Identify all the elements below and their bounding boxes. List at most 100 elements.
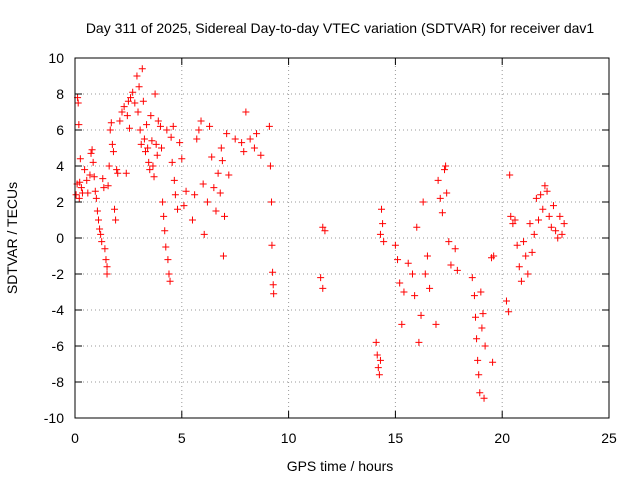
- data-point: [166, 277, 174, 285]
- data-point: [174, 205, 182, 213]
- data-point: [442, 162, 450, 170]
- data-point: [72, 191, 80, 199]
- data-point: [481, 342, 489, 350]
- x-tick-label: 25: [601, 430, 617, 446]
- data-point: [97, 230, 105, 238]
- data-point: [203, 198, 211, 206]
- data-point: [378, 205, 386, 213]
- y-tick-label: -2: [52, 266, 65, 282]
- data-point: [417, 311, 425, 319]
- axis-ticks: [74, 57, 610, 419]
- data-point: [148, 137, 156, 145]
- data-point: [139, 97, 147, 105]
- data-point: [135, 83, 143, 91]
- data-point: [114, 169, 122, 177]
- data-point: [549, 202, 557, 210]
- data-point: [231, 135, 239, 143]
- data-point: [373, 351, 381, 359]
- data-point: [218, 157, 226, 165]
- data-point: [169, 122, 177, 130]
- y-tick-label: 0: [56, 230, 64, 246]
- data-point: [539, 205, 547, 213]
- data-point: [240, 148, 248, 156]
- data-point: [208, 153, 216, 161]
- data-point: [556, 212, 564, 220]
- data-point: [212, 207, 220, 215]
- data-point: [118, 108, 126, 116]
- data-point: [372, 338, 380, 346]
- data-point: [182, 187, 190, 195]
- data-point: [478, 324, 486, 332]
- data-point: [88, 146, 96, 154]
- data-point: [144, 144, 152, 152]
- data-point: [162, 243, 170, 251]
- x-tick-label: 20: [494, 430, 510, 446]
- data-point: [164, 256, 172, 264]
- data-point: [438, 209, 446, 217]
- data-point: [98, 238, 106, 246]
- data-point: [511, 216, 519, 224]
- data-point: [141, 148, 149, 156]
- data-point: [268, 241, 276, 249]
- data-point: [505, 308, 513, 316]
- data-point: [269, 268, 277, 276]
- data-point: [199, 180, 207, 188]
- y-tick-label: -10: [44, 410, 64, 426]
- data-point: [394, 256, 402, 264]
- data-point: [238, 139, 246, 147]
- data-point: [470, 292, 478, 300]
- data-point: [84, 189, 92, 197]
- data-point: [180, 202, 188, 210]
- data-point: [147, 112, 155, 120]
- data-point: [105, 162, 113, 170]
- data-point: [160, 212, 168, 220]
- data-point: [376, 356, 384, 364]
- data-point: [170, 176, 178, 184]
- data-point: [436, 194, 444, 202]
- data-point: [506, 171, 514, 179]
- y-tick-labels: -10 -8 -6 -4 -2 0 2 4 6 8 10: [44, 50, 64, 426]
- x-tick-label: 0: [71, 430, 79, 446]
- data-point: [143, 121, 151, 129]
- data-point: [81, 166, 89, 174]
- data-point: [541, 182, 549, 190]
- data-point: [476, 389, 484, 397]
- data-point: [266, 162, 274, 170]
- data-point: [90, 173, 98, 181]
- data-point: [269, 281, 277, 289]
- data-point: [109, 148, 117, 156]
- data-point: [509, 220, 517, 228]
- data-point: [149, 162, 157, 170]
- data-point: [83, 176, 91, 184]
- data-point: [502, 297, 510, 305]
- data-point: [124, 97, 132, 105]
- data-point: [102, 256, 110, 264]
- data-point: [270, 290, 278, 298]
- data-point: [86, 171, 94, 179]
- data-point: [146, 166, 154, 174]
- data-point: [103, 263, 111, 271]
- y-tick-label: -4: [52, 302, 65, 318]
- data-point: [107, 119, 115, 127]
- x-axis-label: GPS time / hours: [287, 458, 394, 474]
- data-point: [507, 212, 515, 220]
- y-tick-label: 6: [56, 122, 64, 138]
- data-point: [489, 358, 497, 366]
- data-point: [122, 169, 130, 177]
- data-point: [163, 126, 171, 134]
- data-point: [103, 270, 111, 278]
- data-point: [136, 126, 144, 134]
- data-point: [441, 166, 449, 174]
- data-point: [515, 263, 523, 271]
- data-point: [159, 198, 167, 206]
- data-point: [75, 194, 83, 202]
- y-tick-label: 10: [48, 50, 64, 66]
- data-point: [257, 151, 265, 159]
- y-tick-label: 8: [56, 86, 64, 102]
- data-point: [116, 117, 124, 125]
- data-point: [319, 284, 327, 292]
- data-point: [453, 266, 461, 274]
- data-point: [472, 313, 479, 321]
- data-point: [216, 189, 224, 197]
